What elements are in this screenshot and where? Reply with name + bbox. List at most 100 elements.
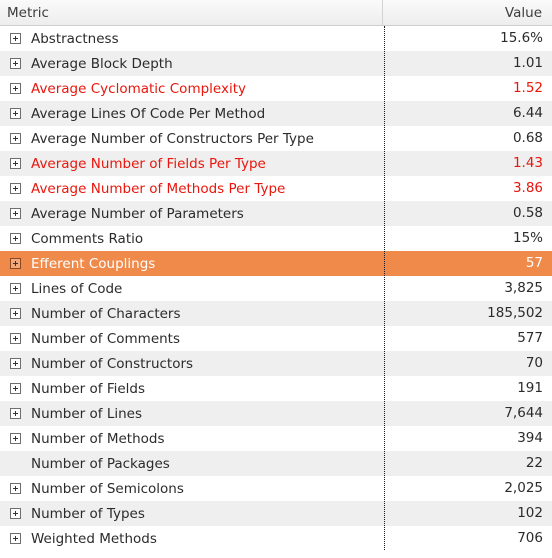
- table-row[interactable]: Number of Packages 22: [0, 451, 552, 476]
- column-header-metric[interactable]: Metric: [0, 0, 383, 25]
- metric-value: 185,502: [384, 301, 552, 326]
- plus-box-icon[interactable]: [10, 483, 21, 494]
- table-row[interactable]: Average Number of Constructors Per Type 0…: [0, 126, 552, 151]
- metric-cell: Comments Ratio: [0, 226, 384, 251]
- plus-box-icon[interactable]: [10, 508, 21, 519]
- plus-box-icon[interactable]: [10, 33, 21, 44]
- metric-value: 2,025: [384, 476, 552, 501]
- metric-label: Number of Fields: [31, 381, 145, 397]
- plus-box-icon[interactable]: [10, 383, 21, 394]
- metric-value: 15.6%: [384, 26, 552, 51]
- metric-label: Average Number of Constructors Per Type: [31, 131, 314, 147]
- metric-value: 3,825: [384, 276, 552, 301]
- metric-cell: Average Lines Of Code Per Method: [0, 101, 384, 126]
- table-row[interactable]: Weighted Methods 706: [0, 526, 552, 551]
- table-row[interactable]: Number of Comments 577: [0, 326, 552, 351]
- metric-cell: Number of Types: [0, 501, 384, 526]
- metric-value: 394: [384, 426, 552, 451]
- metric-value: 22: [384, 451, 552, 476]
- metric-label: Average Block Depth: [31, 56, 173, 72]
- metric-cell: Abstractness: [0, 26, 384, 51]
- table-row[interactable]: Number of Constructors 70: [0, 351, 552, 376]
- metric-label: Number of Constructors: [31, 356, 193, 372]
- table-row[interactable]: Average Number of Parameters 0.58: [0, 201, 552, 226]
- metric-label: Abstractness: [31, 31, 119, 47]
- metric-cell: Average Number of Constructors Per Type: [0, 126, 384, 151]
- column-header-value[interactable]: Value: [383, 0, 552, 25]
- table-row[interactable]: Number of Lines 7,644: [0, 401, 552, 426]
- table-row[interactable]: Efferent Couplings 57: [0, 251, 552, 276]
- metric-value: 191: [384, 376, 552, 401]
- plus-box-icon[interactable]: [10, 183, 21, 194]
- plus-box-icon[interactable]: [10, 308, 21, 319]
- plus-box-icon[interactable]: [10, 58, 21, 69]
- table-row[interactable]: Comments Ratio 15%: [0, 226, 552, 251]
- plus-box-icon[interactable]: [10, 283, 21, 294]
- metric-cell: Lines of Code: [0, 276, 384, 301]
- metric-value: 0.58: [384, 201, 552, 226]
- table-row[interactable]: Number of Fields 191: [0, 376, 552, 401]
- metric-label: Number of Lines: [31, 406, 142, 422]
- plus-box-icon[interactable]: [10, 158, 21, 169]
- metric-label: Number of Semicolons: [31, 481, 184, 497]
- table-row[interactable]: Average Cyclomatic Complexity 1.52: [0, 76, 552, 101]
- metric-value: 1.01: [384, 51, 552, 76]
- metric-label: Lines of Code: [31, 281, 122, 297]
- table-row[interactable]: Abstractness 15.6%: [0, 26, 552, 51]
- metric-cell: Number of Comments: [0, 326, 384, 351]
- table-row[interactable]: Number of Characters 185,502: [0, 301, 552, 326]
- plus-box-icon[interactable]: [10, 83, 21, 94]
- metric-value: 7,644: [384, 401, 552, 426]
- metric-value: 1.52: [384, 76, 552, 101]
- table-row[interactable]: Number of Types 102: [0, 501, 552, 526]
- plus-box-icon[interactable]: [10, 408, 21, 419]
- table-body: Abstractness 15.6% Average Block Depth 1.01…: [0, 26, 552, 551]
- metric-label: Average Lines Of Code Per Method: [31, 106, 265, 122]
- table-row[interactable]: Average Block Depth 1.01: [0, 51, 552, 76]
- plus-box-icon[interactable]: [10, 333, 21, 344]
- metric-label: Number of Packages: [31, 456, 170, 472]
- metric-label: Average Number of Parameters: [31, 206, 244, 222]
- metric-value: 57: [384, 251, 552, 276]
- table-row[interactable]: Number of Methods 394: [0, 426, 552, 451]
- plus-box-icon[interactable]: [10, 133, 21, 144]
- table-row[interactable]: Average Lines Of Code Per Method 6.44: [0, 101, 552, 126]
- plus-box-icon[interactable]: [10, 258, 21, 269]
- metric-cell: Number of Constructors: [0, 351, 384, 376]
- metric-cell: Number of Fields: [0, 376, 384, 401]
- metric-value: 706: [384, 526, 552, 551]
- metric-value: 0.68: [384, 126, 552, 151]
- metric-cell: Number of Lines: [0, 401, 384, 426]
- plus-box-icon[interactable]: [10, 233, 21, 244]
- plus-box-icon[interactable]: [10, 108, 21, 119]
- plus-box-icon[interactable]: [10, 433, 21, 444]
- metric-value: 577: [384, 326, 552, 351]
- plus-box-icon[interactable]: [10, 533, 21, 544]
- metric-cell: Average Block Depth: [0, 51, 384, 76]
- metric-cell: Number of Methods: [0, 426, 384, 451]
- metric-cell: Average Number of Fields Per Type: [0, 151, 384, 176]
- table-row[interactable]: Average Number of Fields Per Type 1.43: [0, 151, 552, 176]
- metric-label: Number of Methods: [31, 431, 165, 447]
- metric-cell: Average Cyclomatic Complexity: [0, 76, 384, 101]
- metric-value: 3.86: [384, 176, 552, 201]
- table-row[interactable]: Number of Semicolons 2,025: [0, 476, 552, 501]
- metric-cell: Average Number of Methods Per Type: [0, 176, 384, 201]
- plus-box-icon[interactable]: [10, 358, 21, 369]
- table-header: Metric Value: [0, 0, 552, 26]
- metric-cell: Number of Characters: [0, 301, 384, 326]
- metric-value: 6.44: [384, 101, 552, 126]
- metric-label: Efferent Couplings: [31, 256, 155, 272]
- metric-cell: Average Number of Parameters: [0, 201, 384, 226]
- metric-cell: Weighted Methods: [0, 526, 384, 551]
- metric-value: 102: [384, 501, 552, 526]
- metric-label: Average Cyclomatic Complexity: [31, 81, 246, 97]
- metric-label: Average Number of Fields Per Type: [31, 156, 266, 172]
- table-row[interactable]: Lines of Code 3,825: [0, 276, 552, 301]
- metric-cell: Efferent Couplings: [0, 251, 384, 276]
- metric-cell: Number of Semicolons: [0, 476, 384, 501]
- metric-cell: Number of Packages: [0, 451, 384, 476]
- metric-value: 70: [384, 351, 552, 376]
- plus-box-icon[interactable]: [10, 208, 21, 219]
- table-row[interactable]: Average Number of Methods Per Type 3.86: [0, 176, 552, 201]
